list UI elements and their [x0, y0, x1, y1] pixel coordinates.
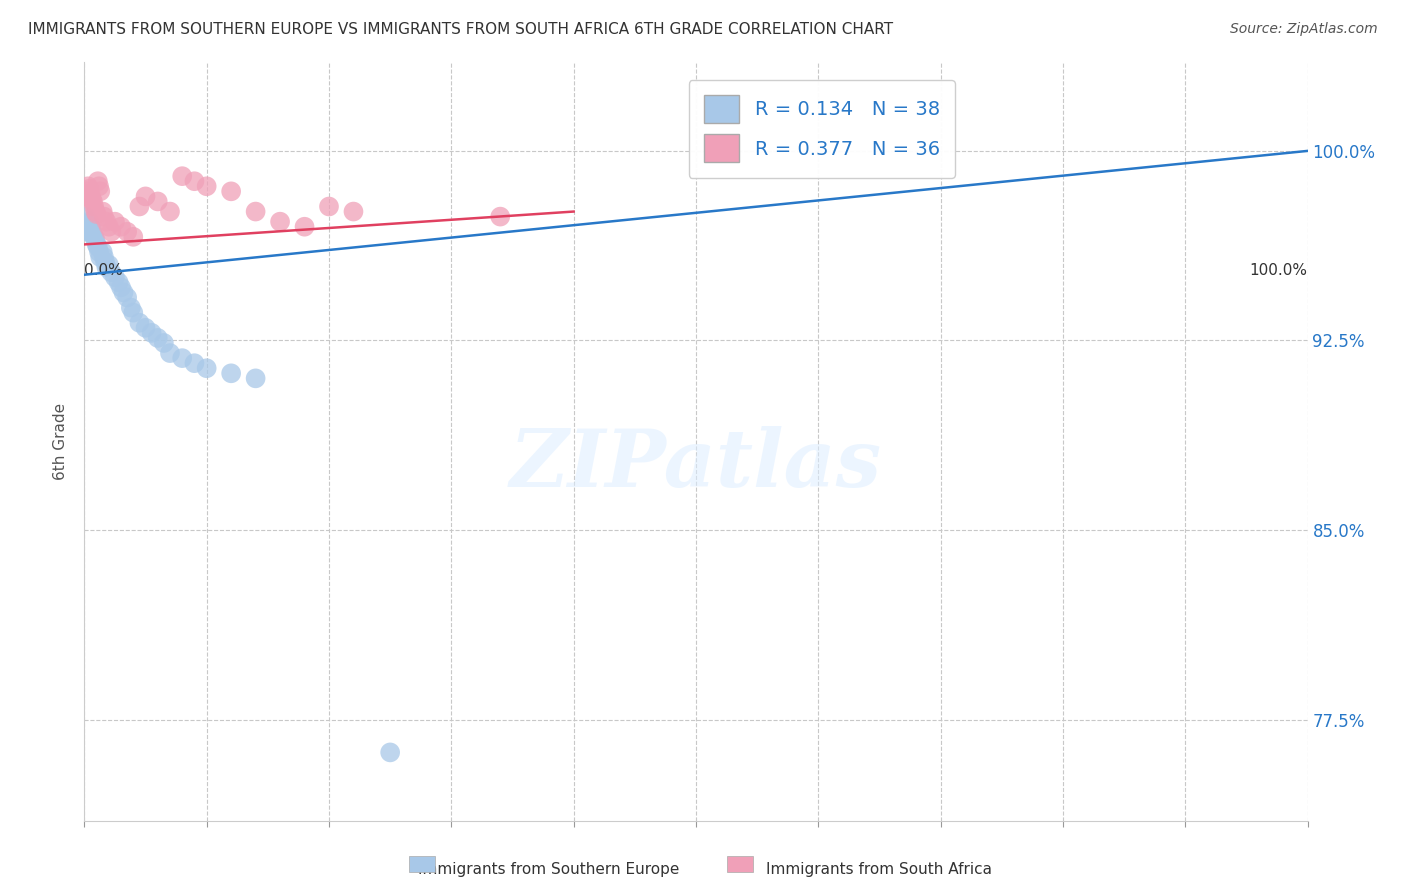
Point — [82, 194, 104, 209]
Point — [77, 225, 100, 239]
Point — [86, 207, 108, 221]
Point — [96, 260, 118, 274]
Point — [83, 199, 105, 213]
Point — [89, 184, 111, 198]
Point — [318, 199, 340, 213]
Point — [183, 356, 205, 370]
Point — [79, 219, 101, 234]
Text: 100.0%: 100.0% — [1250, 263, 1308, 278]
Point — [128, 199, 150, 213]
Point — [97, 258, 120, 272]
Point — [219, 366, 242, 380]
Point — [110, 219, 132, 234]
Point — [91, 244, 114, 259]
Point — [141, 326, 163, 340]
Text: Immigrants from Southern Europe: Immigrants from Southern Europe — [419, 863, 681, 878]
Point — [87, 174, 110, 188]
Text: ZIPatlas: ZIPatlas — [510, 425, 882, 503]
Point — [128, 316, 150, 330]
Point — [115, 225, 138, 239]
Point — [75, 189, 97, 203]
Point — [342, 204, 364, 219]
Point — [104, 270, 127, 285]
Y-axis label: 6th Grade: 6th Grade — [53, 403, 69, 480]
Point — [87, 240, 110, 254]
Point — [245, 204, 267, 219]
Point — [172, 351, 194, 365]
Point — [380, 745, 402, 759]
Point — [110, 280, 132, 294]
Point — [86, 237, 108, 252]
Point — [83, 229, 105, 244]
Point — [76, 217, 98, 231]
Point — [100, 225, 122, 239]
Point — [89, 250, 111, 264]
Bar — [409, 855, 436, 872]
Point — [93, 250, 115, 264]
Point — [112, 285, 135, 300]
Point — [122, 229, 145, 244]
Point — [77, 179, 100, 194]
Point — [146, 331, 169, 345]
Point — [120, 301, 142, 315]
Point — [153, 335, 176, 350]
Point — [135, 189, 157, 203]
Point — [91, 204, 114, 219]
Point — [75, 210, 97, 224]
Bar — [727, 855, 754, 872]
Point — [294, 219, 316, 234]
Point — [107, 275, 129, 289]
Point — [84, 232, 107, 246]
Point — [96, 214, 118, 228]
Point — [76, 184, 98, 198]
Point — [77, 214, 100, 228]
Point — [135, 320, 157, 334]
Point — [80, 222, 103, 236]
Legend: R = 0.134   N = 38, R = 0.377   N = 36: R = 0.134 N = 38, R = 0.377 N = 36 — [689, 79, 955, 178]
Point — [195, 361, 218, 376]
Point — [195, 179, 218, 194]
Point — [87, 179, 110, 194]
Point — [80, 192, 103, 206]
Point — [269, 214, 291, 228]
Point — [82, 227, 104, 242]
Point — [97, 219, 120, 234]
Point — [79, 186, 101, 201]
Text: 0.0%: 0.0% — [84, 263, 124, 278]
Point — [84, 204, 107, 219]
Point — [183, 174, 205, 188]
Point — [87, 244, 110, 259]
Text: Source: ZipAtlas.com: Source: ZipAtlas.com — [1230, 22, 1378, 37]
Point — [159, 346, 181, 360]
Point — [172, 169, 194, 183]
Point — [122, 305, 145, 319]
Point — [93, 210, 115, 224]
Point — [115, 290, 138, 304]
Point — [94, 255, 117, 269]
Text: IMMIGRANTS FROM SOUTHERN EUROPE VS IMMIGRANTS FROM SOUTH AFRICA 6TH GRADE CORREL: IMMIGRANTS FROM SOUTHERN EUROPE VS IMMIG… — [28, 22, 893, 37]
Point — [77, 182, 100, 196]
Point — [146, 194, 169, 209]
Point — [219, 184, 242, 198]
Point — [100, 265, 122, 279]
Text: Immigrants from South Africa: Immigrants from South Africa — [766, 863, 993, 878]
Point — [104, 214, 127, 228]
Point — [245, 371, 267, 385]
Point — [159, 204, 181, 219]
Point — [489, 210, 512, 224]
